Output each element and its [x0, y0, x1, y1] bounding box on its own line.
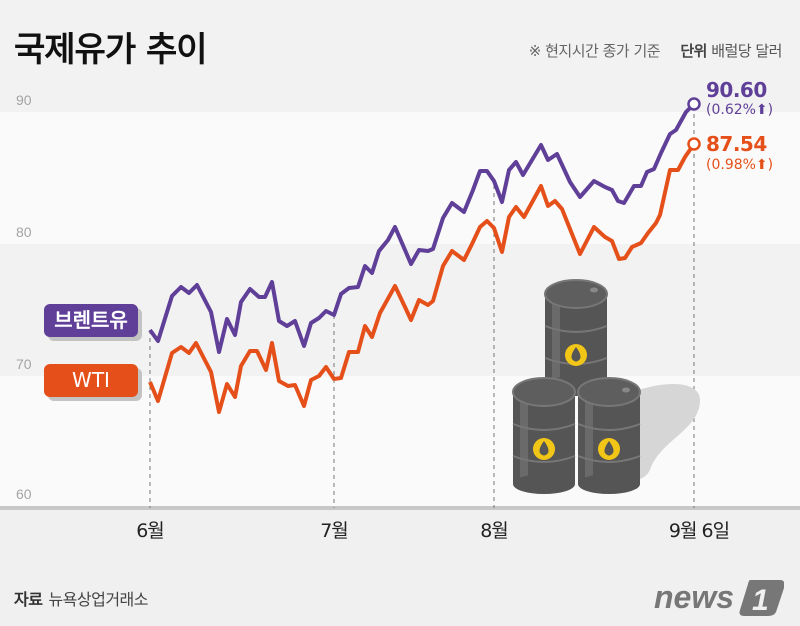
- brent-end-marker: [687, 97, 701, 111]
- wti-line: [148, 142, 696, 414]
- x-tick-aug: 8월: [480, 520, 509, 542]
- brent-line: [148, 102, 696, 354]
- logo-text: news: [654, 579, 734, 615]
- chart-title: 국제유가 추이: [14, 30, 208, 70]
- source-label: 자료: [14, 590, 43, 609]
- barrel-bottom-left: [512, 377, 576, 494]
- legend-brent: 브렌트유: [44, 304, 138, 337]
- logo-mark: 1: [752, 584, 769, 617]
- news1-logo: news 1: [654, 579, 784, 617]
- y-tick-80: 80: [16, 224, 32, 240]
- barrel-bottom-right: [577, 377, 641, 494]
- source-credit: 자료 뉴욕상업거래소: [14, 586, 148, 610]
- wti-end-value: 87.54: [706, 132, 767, 156]
- x-tick-jul: 7월: [320, 520, 349, 542]
- wti-end-marker: [687, 137, 701, 151]
- unit-label: 단위: [680, 42, 707, 60]
- wti-end-change: (0.98%⬆): [706, 157, 774, 173]
- chart-note: ※ 현지시간 종가 기준 단위 배럴당 달러: [528, 40, 783, 61]
- brent-end-change: (0.62%⬆): [706, 102, 774, 118]
- y-tick-60: 60: [16, 486, 32, 502]
- month-guides: [149, 106, 695, 508]
- x-tick-sep6: 9월 6일: [668, 520, 730, 542]
- band-header: [0, 0, 800, 112]
- y-tick-70: 70: [16, 356, 32, 372]
- logo-mark-bg: [739, 580, 784, 616]
- oil-barrels-illustration: [512, 279, 700, 494]
- source-value: 뉴욕상업거래소: [48, 590, 148, 609]
- unit-value: 배럴당 달러: [711, 42, 782, 60]
- x-axis-line: [0, 506, 800, 510]
- legend-wti: WTI: [44, 364, 138, 397]
- y-tick-90: 90: [16, 92, 32, 108]
- brent-end-value: 90.60: [706, 78, 767, 102]
- note-basis: ※ 현지시간 종가 기준: [528, 42, 661, 60]
- band-footer: [0, 510, 800, 626]
- unit-label-group: 단위 배럴당 달러: [680, 42, 782, 60]
- x-tick-jun: 6월: [136, 520, 165, 542]
